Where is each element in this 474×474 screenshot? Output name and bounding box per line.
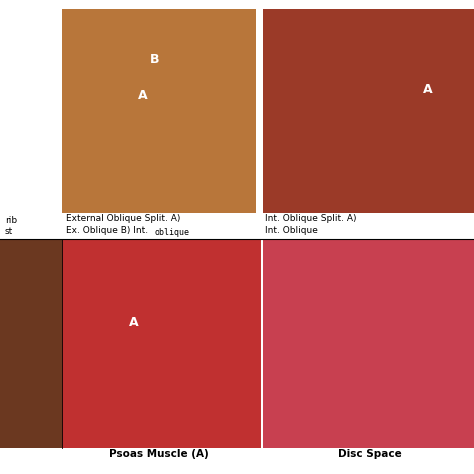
Bar	[0, 239, 62, 448]
Bar	[263, 239, 474, 448]
Bar	[263, 9, 474, 237]
Text: rib
st: rib st	[5, 216, 17, 237]
Bar	[0, 448, 474, 474]
Bar	[0, 213, 474, 239]
Bar	[62, 239, 261, 448]
Text: Psoas Muscle (A): Psoas Muscle (A)	[109, 449, 209, 459]
Text: Disc Space: Disc Space	[338, 449, 401, 459]
Text: A: A	[128, 316, 138, 329]
Text: A: A	[423, 82, 432, 96]
Text: B: B	[150, 53, 160, 66]
Text: External Oblique Split. A)
Ex. Oblique B) Int.: External Oblique Split. A) Ex. Oblique B…	[66, 214, 181, 235]
Text: oblique: oblique	[154, 228, 189, 237]
Text: A: A	[138, 90, 148, 102]
Bar	[62, 9, 256, 237]
Text: Int. Oblique Split. A)
Int. Oblique: Int. Oblique Split. A) Int. Oblique	[265, 214, 357, 235]
